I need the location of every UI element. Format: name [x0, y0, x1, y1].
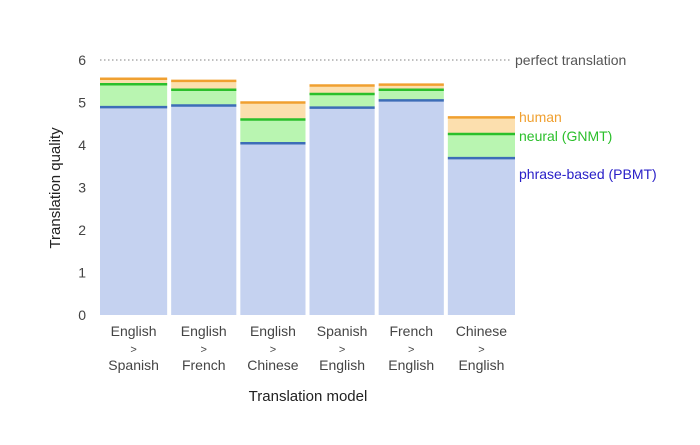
- y-tick-label: 6: [78, 52, 86, 68]
- y-tick-label: 2: [78, 222, 86, 238]
- x-tick-label: Spanish: [108, 357, 159, 373]
- y-tick-label: 3: [78, 180, 86, 196]
- bar-pbmt-segment: [309, 107, 375, 315]
- x-axis-tick-labels: English>SpanishEnglish>FrenchEnglish>Chi…: [108, 323, 507, 373]
- x-tick-label: Chinese: [456, 323, 508, 339]
- x-tick-label: Chinese: [247, 357, 299, 373]
- x-tick-label: English: [250, 323, 296, 339]
- bar-neural-segment: [171, 89, 237, 106]
- bar-human-segment: [171, 80, 237, 90]
- bar-neural-segment: [240, 119, 306, 144]
- y-axis-title: Translation quality: [47, 127, 64, 249]
- x-tick-label: French: [389, 323, 433, 339]
- bar-human-segment: [378, 84, 444, 90]
- x-tick-label: >: [201, 344, 207, 356]
- legend-phrase-based: phrase-based (PBMT): [519, 166, 657, 182]
- x-tick-label: >: [130, 344, 136, 356]
- x-axis-title: Translation model: [249, 388, 368, 405]
- bar-neural-segment: [100, 84, 168, 108]
- x-tick-label: English: [181, 323, 227, 339]
- legend-neural: neural (GNMT): [519, 128, 612, 144]
- x-tick-label: >: [408, 344, 414, 356]
- bar-human-segment: [447, 117, 515, 134]
- bar-human-segment: [100, 78, 168, 85]
- x-tick-label: English: [319, 357, 365, 373]
- x-tick-label: >: [270, 344, 276, 356]
- bar-pbmt-segment: [100, 107, 168, 315]
- x-tick-label: English: [111, 323, 157, 339]
- bar-neural-segment: [447, 133, 515, 159]
- y-tick-label: 5: [78, 95, 86, 111]
- bar-pbmt-segment: [378, 100, 444, 315]
- x-tick-label: >: [478, 344, 484, 356]
- x-tick-label: English: [388, 357, 434, 373]
- bar-neural-segment: [378, 89, 444, 101]
- y-tick-label: 1: [78, 265, 86, 281]
- bar-pbmt-segment: [447, 158, 515, 315]
- x-tick-label: French: [182, 357, 226, 373]
- legend: human neural (GNMT) phrase-based (PBMT): [519, 109, 657, 182]
- bars: [100, 77, 515, 315]
- x-tick-label: English: [458, 357, 504, 373]
- y-tick-label: 0: [78, 307, 86, 323]
- legend-human: human: [519, 109, 562, 125]
- bar-human-segment: [240, 102, 306, 120]
- x-tick-label: Spanish: [317, 323, 368, 339]
- bar-pbmt-segment: [171, 105, 237, 315]
- bar-human-segment: [309, 85, 375, 94]
- y-axis-ticks: 0 1 2 3 4 5 6: [78, 52, 86, 323]
- x-tick-label: >: [339, 344, 345, 356]
- bar-neural-segment: [309, 94, 375, 108]
- bar-pbmt-segment: [240, 143, 306, 315]
- y-tick-label: 4: [78, 137, 86, 153]
- perfect-translation-label: perfect translation: [515, 52, 626, 68]
